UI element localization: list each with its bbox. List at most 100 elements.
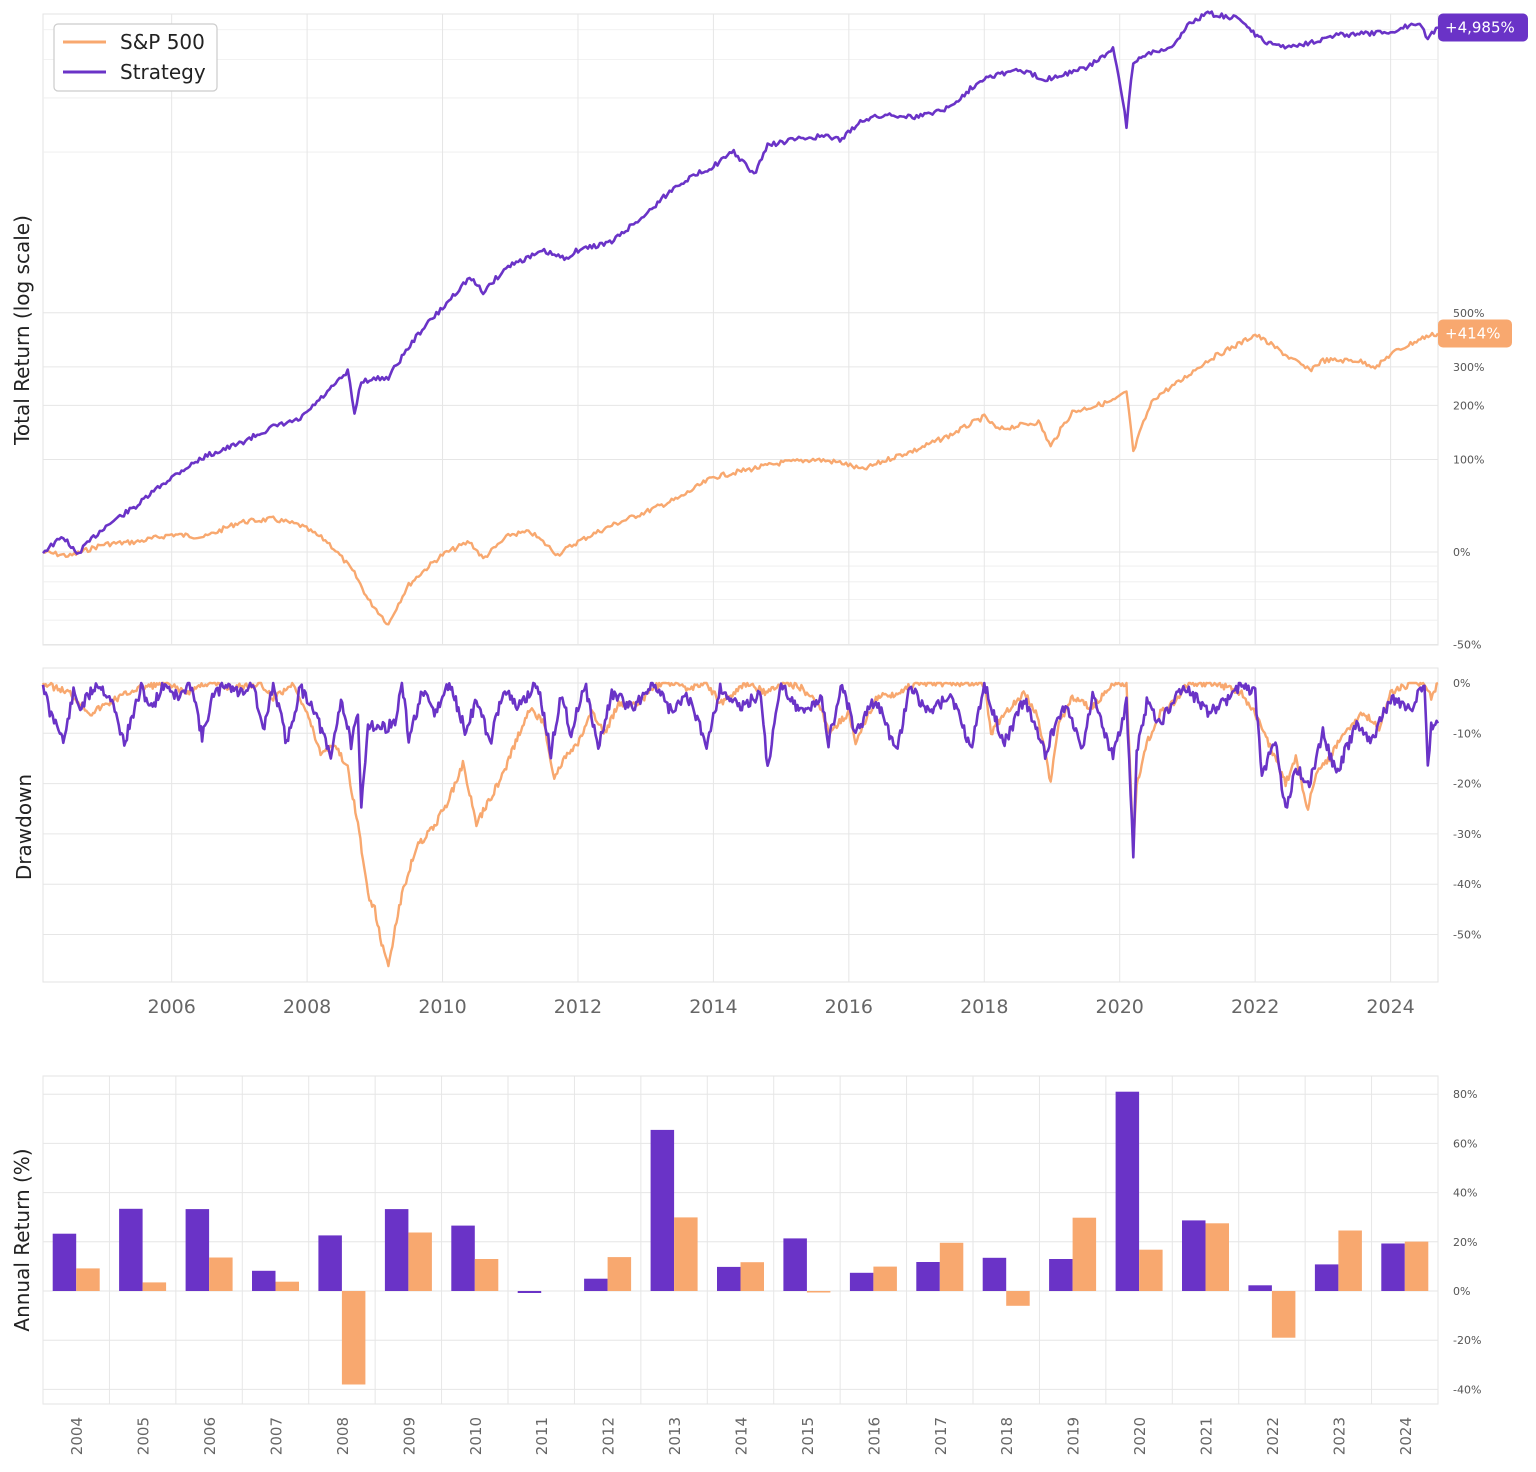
strategy-annual-bar	[1115, 1091, 1140, 1291]
strategy-drawdown-line	[41, 681, 1440, 859]
annual-return-y-tick: -20%	[1453, 1334, 1481, 1347]
year-category-label: 2022	[1264, 1417, 1282, 1455]
annual-return-y-tick: 0%	[1453, 1285, 1470, 1298]
year-category-label: 2024	[1397, 1417, 1415, 1455]
total-return-y-tick: 300%	[1453, 361, 1484, 374]
sp500-annual-bar	[873, 1266, 897, 1291]
year-category-label: 2012	[600, 1417, 618, 1455]
strategy-annual-bar	[982, 1257, 1007, 1291]
total-return-y-tick: -50%	[1453, 639, 1481, 652]
strategy-annual-bar	[318, 1235, 342, 1291]
sp500-annual-bar	[1006, 1291, 1030, 1306]
strategy-annual-bar	[584, 1278, 608, 1291]
strategy-annual-bar	[384, 1209, 409, 1291]
year-x-tick: 2012	[554, 996, 602, 1018]
year-category-label: 2017	[932, 1417, 950, 1455]
year-category-label: 2023	[1330, 1417, 1348, 1455]
sp500-annual-bar	[674, 1217, 698, 1291]
year-x-tick: 2014	[689, 996, 737, 1018]
total-return-y-tick: 0%	[1453, 546, 1470, 559]
year-category-label: 2007	[268, 1417, 286, 1455]
strategy-total-return-line	[42, 10, 1439, 555]
sp500-annual-bar	[1139, 1249, 1163, 1291]
year-category-label: 2013	[666, 1417, 684, 1455]
annual-return-panel: 80% 60% 40% 20% 0% -20% -40% 2004 2005 2006 2007 20…	[42, 1075, 1481, 1455]
strategy-annual-bar	[1049, 1259, 1073, 1291]
strategy-annual-bar	[52, 1233, 77, 1291]
year-category-label: 2015	[799, 1417, 817, 1455]
year-category-label: 2009	[400, 1417, 418, 1455]
sp500-annual-bar	[607, 1257, 632, 1291]
strategy-annual-bar	[1381, 1243, 1405, 1291]
year-category-label: 2021	[1198, 1417, 1216, 1455]
year-category-label: 2008	[334, 1417, 352, 1455]
strategy-annual-bar	[119, 1208, 143, 1291]
strategy-annual-bar	[1314, 1264, 1339, 1291]
annual-return-y-tick: 40%	[1453, 1187, 1477, 1200]
drawdown-y-tick: -20%	[1453, 778, 1481, 791]
drawdown-y-axis-label: Drawdown	[12, 774, 36, 880]
total-return-plot-area	[42, 13, 1439, 646]
year-category-label: 2005	[135, 1417, 153, 1455]
strategy-end-badge	[1438, 13, 1528, 42]
sp500-annual-bar	[209, 1257, 233, 1291]
sp500-annual-bar	[806, 1291, 831, 1293]
annual-return-y-tick: 80%	[1453, 1088, 1477, 1101]
year-x-tick: 2008	[283, 996, 331, 1018]
annual-return-y-tick: 20%	[1453, 1236, 1477, 1249]
strategy-annual-bar	[451, 1225, 475, 1291]
year-category-label: 2016	[865, 1417, 883, 1455]
drawdown-y-tick: 0%	[1453, 677, 1470, 690]
sp500-annual-bar	[341, 1291, 366, 1385]
legend-label-sp500: S&P 500	[120, 30, 205, 54]
drawdown-plot-area	[42, 667, 1439, 983]
strategy-end-badge-label: +4,985%	[1445, 18, 1515, 36]
strategy-annual-bar	[185, 1209, 210, 1291]
sp500-annual-bar	[740, 1262, 764, 1291]
sp500-end-badge-label: +414%	[1445, 324, 1500, 342]
sp500-annual-bar	[474, 1259, 499, 1291]
sp500-annual-bar	[1404, 1241, 1429, 1291]
drawdown-y-tick: -10%	[1453, 727, 1481, 740]
strategy-annual-bar	[252, 1270, 276, 1291]
year-x-tick: 2016	[825, 996, 873, 1018]
annual-return-y-tick: -40%	[1453, 1383, 1481, 1396]
year-category-label: 2004	[68, 1417, 86, 1455]
year-category-label: 2014	[733, 1417, 751, 1455]
drawdown-panel: 0% -10% -20% -30% -40% -50% 2006 2008 2010 2012 20…	[41, 667, 1481, 1018]
sp500-annual-bar	[1205, 1223, 1229, 1291]
year-x-tick: 2006	[147, 996, 195, 1018]
total-return-y-tick: 500%	[1453, 307, 1484, 320]
strategy-annual-bar	[517, 1291, 542, 1293]
year-x-tick: 2018	[960, 996, 1008, 1018]
sp500-annual-bar	[1338, 1230, 1362, 1291]
sp500-total-return-line	[42, 331, 1439, 626]
drawdown-y-tick: -30%	[1453, 828, 1481, 841]
year-x-tick: 2024	[1366, 996, 1414, 1018]
year-category-label: 2018	[998, 1417, 1016, 1455]
strategy-annual-bar	[1248, 1285, 1272, 1291]
sp500-end-badge	[1438, 319, 1512, 348]
year-x-tick: 2010	[418, 996, 466, 1018]
strategy-annual-bar	[717, 1266, 741, 1291]
sp500-annual-bar	[275, 1281, 299, 1291]
legend: S&P 500 Strategy	[53, 23, 218, 92]
year-category-label: 2006	[201, 1417, 219, 1455]
legend-label-strategy: Strategy	[120, 60, 206, 84]
strategy-annual-bar	[783, 1238, 807, 1291]
year-category-label: 2010	[467, 1417, 485, 1455]
strategy-annual-bar	[916, 1262, 940, 1291]
strategy-annual-bar	[849, 1272, 874, 1291]
year-category-label: 2019	[1065, 1417, 1083, 1455]
total-return-panel: 500% 300% 200% 100% 0% -50% +4,985% +414%	[42, 10, 1528, 652]
total-return-y-tick: 200%	[1453, 399, 1484, 412]
sp500-annual-bar	[939, 1242, 964, 1291]
sp500-annual-bar	[408, 1232, 432, 1291]
annual-return-y-tick: 60%	[1453, 1137, 1477, 1150]
strategy-annual-bar	[1182, 1220, 1206, 1291]
strategy-annual-bar	[650, 1129, 675, 1291]
year-x-tick: 2020	[1096, 996, 1144, 1018]
year-category-label: 2020	[1131, 1417, 1149, 1455]
sp500-annual-bar	[1072, 1217, 1097, 1291]
